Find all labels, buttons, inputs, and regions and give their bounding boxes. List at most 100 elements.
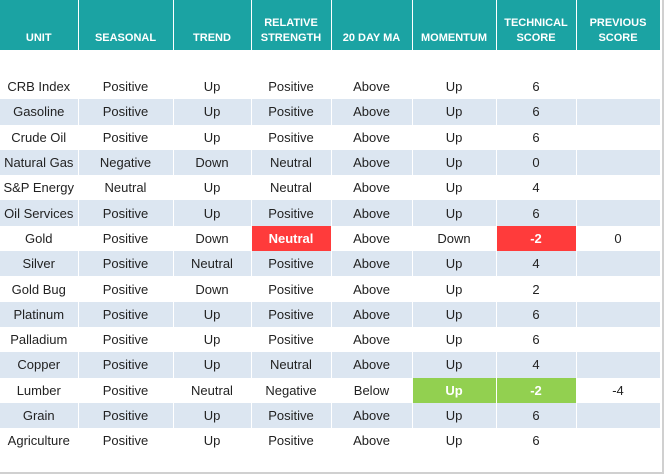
table-cell: Above bbox=[331, 175, 413, 201]
table-cell: Gasoline bbox=[0, 99, 79, 125]
table-cell: Positive bbox=[78, 428, 174, 454]
data-row: Agriculture Positive Up Positive Above Up 6 bbox=[0, 428, 661, 454]
table-cell: Negative bbox=[78, 149, 174, 176]
table-cell: Above bbox=[331, 200, 413, 226]
table-cell: Positive bbox=[78, 124, 174, 150]
table-cell: Up bbox=[173, 352, 252, 378]
table-cell: Positive bbox=[251, 276, 332, 302]
column-header: TECHNICAL SCORE bbox=[496, 0, 577, 50]
table-cell: Up bbox=[412, 251, 497, 277]
table-cell: Up bbox=[412, 124, 497, 150]
table-cell: Positive bbox=[251, 200, 332, 226]
table-cell bbox=[576, 428, 661, 454]
table-cell: Copper bbox=[0, 352, 79, 378]
table-cell: Up bbox=[412, 149, 497, 176]
table-cell: Above bbox=[331, 326, 413, 353]
table-cell: 0 bbox=[576, 225, 661, 252]
column-header: PREVIOUS SCORE bbox=[576, 0, 661, 50]
data-row: Oil Services Positive Up Positive Above Up 6 bbox=[0, 200, 661, 226]
table-cell: 0 bbox=[496, 149, 577, 176]
table-cell: Up bbox=[173, 428, 252, 454]
table-cell: Oil Services bbox=[0, 200, 79, 226]
table-cell bbox=[576, 352, 661, 378]
table-cell: Up bbox=[412, 200, 497, 226]
table-cell: Up bbox=[173, 301, 252, 327]
table-cell: Positive bbox=[78, 352, 174, 378]
table-cell: Positive bbox=[251, 326, 332, 353]
table-cell: Up bbox=[173, 326, 252, 353]
table-cell bbox=[576, 251, 661, 277]
table-cell: Down bbox=[173, 276, 252, 302]
table-cell: Up bbox=[412, 402, 497, 429]
table-cell: 4 bbox=[496, 352, 577, 378]
table-cell: Positive bbox=[78, 276, 174, 302]
column-header: TREND bbox=[173, 0, 252, 50]
table-cell: Neutral bbox=[173, 377, 252, 403]
data-row: Platinum Positive Up Positive Above Up 6 bbox=[0, 301, 661, 327]
table-cell: Down bbox=[173, 149, 252, 176]
table-cell: Up bbox=[412, 74, 497, 100]
table-cell: Lumber bbox=[0, 377, 79, 403]
table-cell: Positive bbox=[78, 251, 174, 277]
table-cell: Positive bbox=[251, 124, 332, 150]
table-cell: Above bbox=[331, 301, 413, 327]
table-cell bbox=[576, 301, 661, 327]
table-cell: Above bbox=[331, 428, 413, 454]
signals-table: UNIT SEASONAL TREND RELATIVE STRENGTH 20 DAY… bbox=[0, 0, 661, 454]
table-cell: Positive bbox=[251, 74, 332, 100]
table-cell: Above bbox=[331, 276, 413, 302]
table-cell: Grain bbox=[0, 402, 79, 429]
table-cell: 2 bbox=[496, 276, 577, 302]
table-cell: Negative bbox=[251, 377, 332, 403]
table-cell: Above bbox=[331, 402, 413, 429]
table-cell: 6 bbox=[496, 326, 577, 353]
table-cell: 6 bbox=[496, 200, 577, 226]
table-cell: 6 bbox=[496, 301, 577, 327]
table-cell: -4 bbox=[576, 377, 661, 403]
table-cell: Neutral bbox=[251, 149, 332, 176]
column-header: UNIT bbox=[0, 0, 79, 50]
table-cell: Positive bbox=[251, 301, 332, 327]
data-row: CRB Index Positive Up Positive Above Up 6 bbox=[0, 74, 661, 100]
table-cell: 6 bbox=[496, 124, 577, 150]
table-cell: Up bbox=[173, 99, 252, 125]
table-cell: Gold Bug bbox=[0, 276, 79, 302]
table-cell bbox=[576, 276, 661, 302]
table-cell: Up bbox=[412, 326, 497, 353]
table-cell: Positive bbox=[251, 251, 332, 277]
table-cell: Crude Oil bbox=[0, 124, 79, 150]
table-cell: Above bbox=[331, 352, 413, 378]
table-cell: Above bbox=[331, 251, 413, 277]
table-cell: Up bbox=[412, 301, 497, 327]
table-cell: Positive bbox=[78, 301, 174, 327]
table-cell bbox=[576, 200, 661, 226]
data-row: Gold Positive Down Neutral Above Down -2 0 bbox=[0, 225, 661, 252]
table-cell: Positive bbox=[78, 326, 174, 353]
table-cell: Positive bbox=[251, 402, 332, 429]
spacer-row bbox=[0, 50, 661, 74]
table-cell: Neutral bbox=[78, 175, 174, 201]
table-cell: Neutral bbox=[251, 175, 332, 201]
table-cell: Natural Gas bbox=[0, 149, 79, 176]
table-cell: Up bbox=[412, 276, 497, 302]
table-cell: Positive bbox=[78, 402, 174, 429]
table-cell: Up bbox=[173, 124, 252, 150]
data-row: Crude Oil Positive Up Positive Above Up 6 bbox=[0, 124, 661, 150]
table-cell bbox=[576, 74, 661, 100]
header-row: UNIT SEASONAL TREND RELATIVE STRENGTH 20 DAY… bbox=[0, 0, 661, 50]
table-cell: Neutral bbox=[173, 251, 252, 277]
data-row: Natural Gas Negative Down Neutral Above Up 0 bbox=[0, 149, 661, 176]
table-cell: 6 bbox=[496, 99, 577, 125]
data-row: Silver Positive Neutral Positive Above Up 4 bbox=[0, 251, 661, 277]
table-cell: 6 bbox=[496, 402, 577, 429]
table-cell: Positive bbox=[78, 225, 174, 252]
data-row: Gasoline Positive Up Positive Above Up 6 bbox=[0, 99, 661, 125]
table-cell: 4 bbox=[496, 175, 577, 201]
table-cell: Positive bbox=[78, 99, 174, 125]
table-cell: Up bbox=[173, 200, 252, 226]
table-cell: Positive bbox=[78, 74, 174, 100]
table-cell: Up bbox=[412, 428, 497, 454]
table-cell bbox=[576, 124, 661, 150]
table-cell bbox=[576, 99, 661, 125]
table-cell: Below bbox=[331, 377, 413, 403]
